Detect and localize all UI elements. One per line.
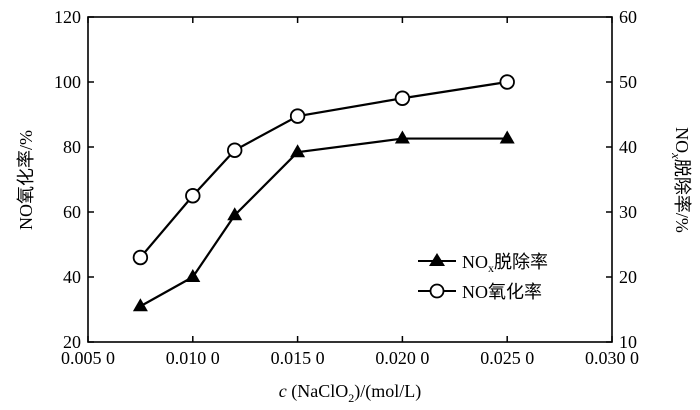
x-axis-title-sub: 2 xyxy=(348,391,354,405)
x-tick-label: 0.020 0 xyxy=(375,348,429,368)
legend-label-nox: NOx脱除率 xyxy=(462,252,548,275)
y-left-axis-title: NO氧化率/% xyxy=(16,130,36,230)
legend-marker-circle xyxy=(429,283,445,299)
legend-nox-sub: x xyxy=(488,261,494,275)
x-tick-label: 0.015 0 xyxy=(271,348,325,368)
y-right-tick-label: 10 xyxy=(619,332,637,352)
data-point-triangle xyxy=(132,298,148,312)
y-right-tick-label: 30 xyxy=(619,202,637,222)
legend-marker-triangle xyxy=(429,253,445,266)
data-point-circle xyxy=(289,108,306,124)
y-right-title-pre: NO xyxy=(672,127,692,153)
legend-entry-nox: NOx脱除率 xyxy=(418,252,548,275)
data-point-triangle xyxy=(290,144,306,158)
series-line-no xyxy=(139,80,508,259)
data-point-triangle xyxy=(185,269,201,282)
legend-entry-no: NO氧化率 xyxy=(418,282,542,302)
data-point-triangle xyxy=(394,130,410,144)
legend-nox-pre: NO xyxy=(462,252,488,272)
y-right-tick-label: 20 xyxy=(619,267,637,287)
series-layer xyxy=(132,74,515,312)
data-point-circle xyxy=(185,188,201,204)
x-axis-title-c: c xyxy=(279,381,287,401)
data-point-circle xyxy=(227,142,243,158)
legend: NOx脱除率 NO氧化率 xyxy=(418,252,548,302)
data-point-circle xyxy=(499,74,515,90)
y-right-tick-label: 40 xyxy=(619,137,637,157)
x-axis-title: c (NaClO2)/(mol/L) xyxy=(279,381,421,405)
x-tick-label: 0.005 0 xyxy=(61,348,115,368)
x-tick-label: 0.030 0 xyxy=(585,348,639,368)
x-tick-label: 0.010 0 xyxy=(166,348,220,368)
legend-nox-post: 脱除率 xyxy=(494,252,548,272)
ticks-layer: 0.005 0 0.010 0 0.015 0 0.020 0 0.025 0 0.030… xyxy=(54,7,639,368)
x-axis-title-close: )/(mol/L) xyxy=(354,381,421,402)
y-left-tick-label: 20 xyxy=(63,332,81,352)
y-left-tick-label: 40 xyxy=(63,267,81,287)
data-point-triangle xyxy=(227,207,243,221)
y-right-tick-label: 60 xyxy=(619,7,637,27)
y-left-tick-label: 60 xyxy=(63,202,81,222)
x-tick-label: 0.025 0 xyxy=(480,348,534,368)
data-point-triangle xyxy=(499,130,515,144)
data-point-circle xyxy=(132,249,149,266)
y-left-tick-label: 100 xyxy=(54,72,81,92)
y-right-title-post: 脱除率/% xyxy=(672,159,692,233)
data-point-circle xyxy=(394,90,411,106)
y-right-tick-label: 50 xyxy=(619,72,637,92)
plot-frame xyxy=(87,16,613,343)
y-left-tick-label: 120 xyxy=(54,7,81,27)
y-left-tick-label: 80 xyxy=(63,137,81,157)
y-right-axis-title: NOx脱除率/% xyxy=(669,127,692,233)
legend-label-no: NO氧化率 xyxy=(462,282,542,302)
series-line-nox xyxy=(139,137,508,308)
x-axis-title-open: (NaClO xyxy=(287,381,349,402)
y-right-title-sub: x xyxy=(669,152,684,159)
